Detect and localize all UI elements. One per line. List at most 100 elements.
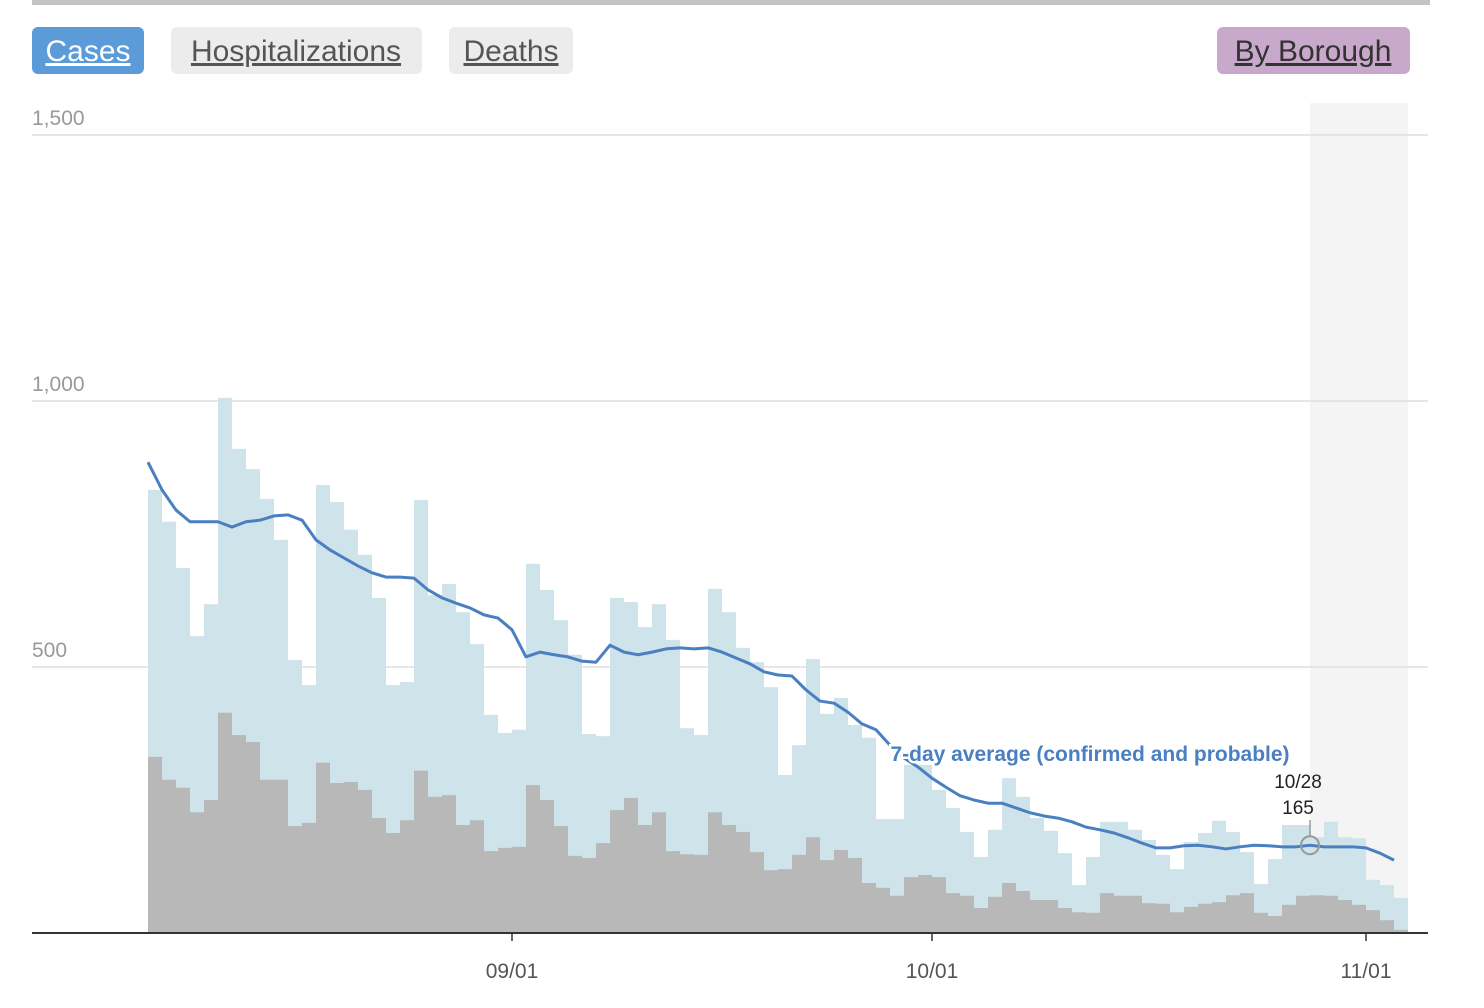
bar: [1324, 895, 1338, 933]
borough-label[interactable]: By Borough: [1235, 35, 1392, 68]
bar: [1268, 859, 1282, 933]
bar: [1240, 893, 1254, 933]
bar: [890, 895, 904, 933]
bar: [218, 712, 232, 933]
bar: [736, 831, 750, 933]
bar: [176, 787, 190, 933]
bar: [1282, 904, 1296, 933]
bar: [498, 847, 512, 933]
tab-button[interactable]: [171, 27, 422, 74]
bar: [428, 796, 442, 933]
bar: [694, 854, 708, 933]
bar: [162, 779, 176, 933]
bar: [1338, 900, 1352, 933]
bar: [190, 812, 204, 933]
bar: [1310, 895, 1324, 933]
bar: [778, 869, 792, 933]
top-rule: [32, 0, 1430, 5]
bar: [1030, 900, 1044, 933]
bar: [470, 820, 484, 933]
bar: [792, 854, 806, 933]
x-tick-label: 11/01: [1341, 960, 1392, 983]
bar: [932, 877, 946, 933]
tab-label[interactable]: Deaths: [463, 35, 558, 68]
hover-band: [1310, 103, 1408, 933]
bar: [820, 860, 834, 933]
bar: [1226, 895, 1240, 933]
bar: [1142, 903, 1156, 933]
bar: [386, 832, 400, 933]
bar: [946, 893, 960, 933]
bar: [582, 857, 596, 933]
series-label: 7-day average (confirmed and probable): [890, 743, 1289, 766]
bar: [246, 742, 260, 933]
bar: [148, 756, 162, 933]
bar: [974, 907, 988, 933]
bar: [526, 785, 540, 933]
bar: [652, 812, 666, 933]
bar: [596, 843, 610, 933]
bar: [1072, 912, 1086, 933]
bar: [960, 895, 974, 933]
bar: [372, 818, 386, 933]
bar: [316, 762, 330, 933]
bar: [400, 820, 414, 933]
bar: [302, 822, 316, 933]
bar: [1394, 929, 1408, 933]
bar: [666, 851, 680, 933]
bar: [722, 825, 736, 933]
bar: [1212, 902, 1226, 933]
bar: [260, 779, 274, 933]
bar: [204, 800, 218, 933]
y-tick-label: 1,000: [32, 373, 85, 396]
bar: [274, 779, 288, 933]
bar: [456, 825, 470, 933]
tooltip-value: 165: [1282, 798, 1314, 819]
y-tick-label: 500: [32, 639, 67, 662]
bar: [1016, 890, 1030, 933]
bar: [1114, 895, 1128, 933]
tab-label[interactable]: Hospitalizations: [191, 35, 401, 68]
bar: [1058, 907, 1072, 933]
bar: [680, 854, 694, 933]
bar: [344, 781, 358, 933]
tab-button[interactable]: [449, 27, 573, 74]
bar: [1086, 912, 1100, 933]
bar: [288, 826, 302, 933]
bar: [1100, 893, 1114, 933]
y-tick-label: 1,500: [32, 107, 85, 130]
x-tick-label: 09/01: [486, 960, 539, 983]
bar: [232, 735, 246, 933]
bar: [610, 810, 624, 933]
bar: [848, 857, 862, 933]
bar: [1198, 903, 1212, 933]
bar: [1044, 900, 1058, 933]
bar: [904, 877, 918, 933]
bar: [1156, 903, 1170, 933]
bar: [484, 851, 498, 933]
tab-label[interactable]: Cases: [45, 35, 130, 68]
bar: [1002, 882, 1016, 933]
tooltip-date: 10/28: [1274, 772, 1322, 793]
tooltip-marker: [1300, 835, 1320, 856]
tab-button[interactable]: [32, 27, 144, 74]
bar: [638, 825, 652, 933]
bar: [442, 795, 456, 933]
bar: [1170, 912, 1184, 933]
bar: [540, 800, 554, 933]
bar: [414, 770, 428, 933]
borough-button[interactable]: [1217, 27, 1410, 74]
bar: [1296, 895, 1310, 933]
bar: [834, 850, 848, 933]
bar: [764, 870, 778, 933]
bar: [358, 789, 372, 933]
bar: [806, 837, 820, 933]
bar: [554, 826, 568, 933]
bar: [708, 812, 722, 933]
bar: [1268, 915, 1282, 933]
bar: [1366, 910, 1380, 933]
bar: [1380, 920, 1394, 933]
bar: [988, 896, 1002, 933]
